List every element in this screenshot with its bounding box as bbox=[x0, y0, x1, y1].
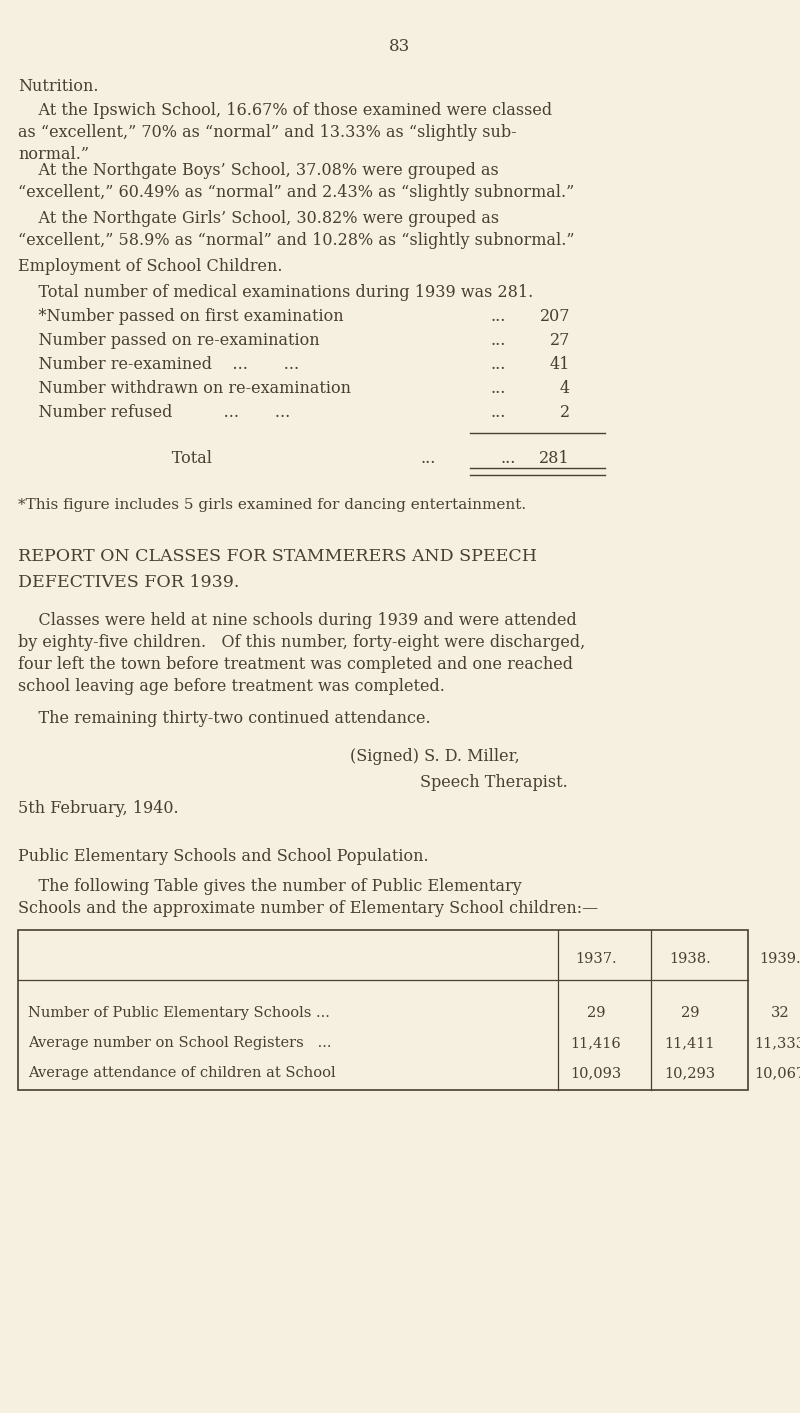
Text: Schools and the approximate number of Elementary School children:—: Schools and the approximate number of El… bbox=[18, 900, 598, 917]
Text: ...: ... bbox=[420, 449, 435, 468]
Text: Average attendance of children at School: Average attendance of children at School bbox=[28, 1065, 336, 1080]
Text: 1939.: 1939. bbox=[759, 952, 800, 966]
Text: Number passed on re-examination: Number passed on re-examination bbox=[18, 332, 320, 349]
Text: 41: 41 bbox=[550, 356, 570, 373]
Bar bbox=[18, 930, 748, 1089]
Text: Nutrition.: Nutrition. bbox=[18, 78, 98, 95]
Text: ...: ... bbox=[490, 380, 506, 397]
Text: The following Table gives the number of Public Elementary: The following Table gives the number of … bbox=[18, 877, 522, 894]
Text: At the Northgate Girls’ School, 30.82% were grouped as: At the Northgate Girls’ School, 30.82% w… bbox=[18, 211, 499, 227]
Text: Speech Therapist.: Speech Therapist. bbox=[420, 774, 568, 791]
Text: ...: ... bbox=[500, 449, 515, 468]
Text: normal.”: normal.” bbox=[18, 146, 89, 162]
Text: “excellent,” 60.49% as “normal” and 2.43% as “slightly subnormal.”: “excellent,” 60.49% as “normal” and 2.43… bbox=[18, 184, 574, 201]
Text: Employment of School Children.: Employment of School Children. bbox=[18, 259, 282, 276]
Text: ...: ... bbox=[490, 308, 506, 325]
Text: 11,416: 11,416 bbox=[570, 1036, 622, 1050]
Text: 281: 281 bbox=[539, 449, 570, 468]
Text: Number of Public Elementary Schools ...: Number of Public Elementary Schools ... bbox=[28, 1006, 330, 1020]
Text: *Number passed on first examination: *Number passed on first examination bbox=[18, 308, 344, 325]
Text: (Signed) S. D. Miller,: (Signed) S. D. Miller, bbox=[350, 747, 520, 764]
Text: 29: 29 bbox=[586, 1006, 606, 1020]
Text: Classes were held at nine schools during 1939 and were attended: Classes were held at nine schools during… bbox=[18, 612, 577, 629]
Text: 29: 29 bbox=[681, 1006, 699, 1020]
Text: DEFECTIVES FOR 1939.: DEFECTIVES FOR 1939. bbox=[18, 574, 239, 591]
Text: ...: ... bbox=[490, 332, 506, 349]
Text: 27: 27 bbox=[550, 332, 570, 349]
Text: REPORT ON CLASSES FOR STAMMERERS AND SPEECH: REPORT ON CLASSES FOR STAMMERERS AND SPE… bbox=[18, 548, 537, 565]
Text: The remaining thirty-two continued attendance.: The remaining thirty-two continued atten… bbox=[18, 709, 430, 728]
Text: 10,093: 10,093 bbox=[570, 1065, 622, 1080]
Text: 83: 83 bbox=[390, 38, 410, 55]
Text: 11,333: 11,333 bbox=[754, 1036, 800, 1050]
Text: 5th February, 1940.: 5th February, 1940. bbox=[18, 800, 178, 817]
Text: 10,293: 10,293 bbox=[665, 1065, 715, 1080]
Text: as “excellent,” 70% as “normal” and 13.33% as “slightly sub-: as “excellent,” 70% as “normal” and 13.3… bbox=[18, 124, 517, 141]
Text: Number withdrawn on re-examination: Number withdrawn on re-examination bbox=[18, 380, 351, 397]
Text: school leaving age before treatment was completed.: school leaving age before treatment was … bbox=[18, 678, 445, 695]
Text: Average number on School Registers   ...: Average number on School Registers ... bbox=[28, 1036, 331, 1050]
Text: Number re-examined    ...       ...: Number re-examined ... ... bbox=[18, 356, 299, 373]
Text: 11,411: 11,411 bbox=[665, 1036, 715, 1050]
Text: *This figure includes 5 girls examined for dancing entertainment.: *This figure includes 5 girls examined f… bbox=[18, 497, 526, 512]
Text: At the Ipswich School, 16.67% of those examined were classed: At the Ipswich School, 16.67% of those e… bbox=[18, 102, 552, 119]
Text: Total: Total bbox=[18, 449, 212, 468]
Text: Public Elementary Schools and School Population.: Public Elementary Schools and School Pop… bbox=[18, 848, 429, 865]
Text: Total number of medical examinations during 1939 was 281.: Total number of medical examinations dur… bbox=[18, 284, 534, 301]
Text: “excellent,” 58.9% as “normal” and 10.28% as “slightly subnormal.”: “excellent,” 58.9% as “normal” and 10.28… bbox=[18, 232, 574, 249]
Text: by eighty-five children.   Of this number, forty-eight were discharged,: by eighty-five children. Of this number,… bbox=[18, 634, 586, 651]
Text: 2: 2 bbox=[560, 404, 570, 421]
Text: 10,067: 10,067 bbox=[754, 1065, 800, 1080]
Text: 32: 32 bbox=[770, 1006, 790, 1020]
Text: Number refused          ...       ...: Number refused ... ... bbox=[18, 404, 290, 421]
Text: 1937.: 1937. bbox=[575, 952, 617, 966]
Text: 207: 207 bbox=[539, 308, 570, 325]
Text: 1938.: 1938. bbox=[669, 952, 711, 966]
Text: ...: ... bbox=[490, 404, 506, 421]
Text: four left the town before treatment was completed and one reached: four left the town before treatment was … bbox=[18, 656, 573, 673]
Text: ...: ... bbox=[490, 356, 506, 373]
Text: 4: 4 bbox=[560, 380, 570, 397]
Text: At the Northgate Boys’ School, 37.08% were grouped as: At the Northgate Boys’ School, 37.08% we… bbox=[18, 162, 498, 179]
